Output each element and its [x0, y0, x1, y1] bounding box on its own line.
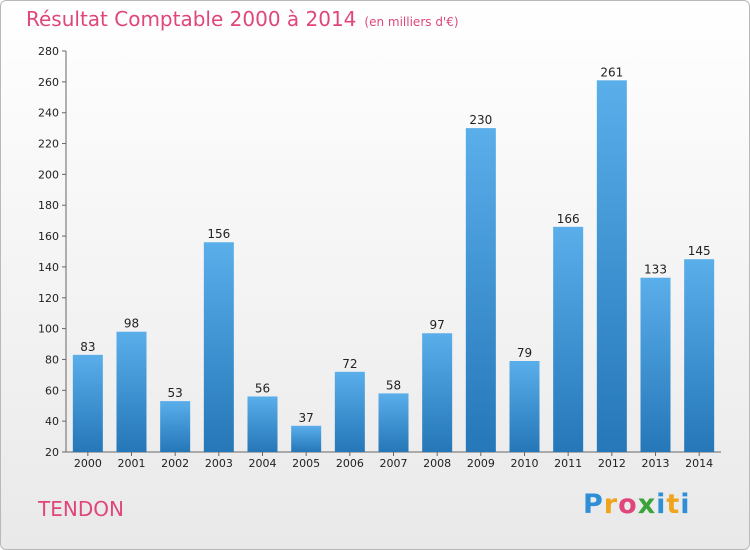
y-tick-label: 80 [45, 353, 59, 366]
y-tick-label: 240 [38, 107, 59, 120]
x-tick-label: 2013 [642, 457, 670, 470]
y-tick-label: 200 [38, 168, 59, 181]
chart-title: Résultat Comptable 2000 à 2014 (en millie… [26, 7, 459, 31]
y-tick-label: 160 [38, 230, 59, 243]
y-tick-label: 220 [38, 138, 59, 151]
x-tick-label: 2012 [598, 457, 626, 470]
x-tick-label: 2007 [380, 457, 408, 470]
y-tick-label: 60 [45, 384, 59, 397]
x-tick-label: 2010 [511, 457, 539, 470]
x-tick-label: 2004 [249, 457, 277, 470]
bar [465, 128, 496, 452]
commune-name: TENDON [38, 497, 124, 521]
bar [684, 259, 715, 452]
bar [640, 277, 671, 452]
logo-letter: x [637, 489, 657, 520]
bar [116, 331, 147, 452]
data-label: 97 [430, 318, 445, 332]
bar [72, 354, 103, 452]
data-label: 156 [207, 227, 230, 241]
bar [596, 80, 627, 453]
x-tick-label: 2011 [554, 457, 582, 470]
data-label: 37 [299, 411, 314, 425]
y-tick-label: 280 [38, 45, 59, 58]
bar [203, 242, 234, 452]
x-tick-label: 2008 [423, 457, 451, 470]
data-label: 79 [517, 346, 532, 360]
bar [334, 371, 365, 452]
bar [378, 393, 409, 452]
y-tick-label: 120 [38, 292, 59, 305]
data-label: 98 [124, 317, 139, 331]
data-label: 83 [80, 340, 95, 354]
y-tick-label: 180 [38, 199, 59, 212]
data-label: 58 [386, 378, 401, 392]
data-label: 261 [600, 65, 623, 79]
data-label: 145 [688, 244, 711, 258]
x-tick-label: 2014 [685, 457, 713, 470]
logo-letter: t [666, 489, 681, 520]
logo-letter: P [583, 489, 604, 520]
data-label: 230 [469, 113, 492, 127]
data-label: 56 [255, 381, 270, 395]
bar [509, 361, 540, 452]
y-tick-label: 100 [38, 323, 59, 336]
x-tick-label: 2009 [467, 457, 495, 470]
x-tick-label: 2005 [292, 457, 320, 470]
logo-letter: i [680, 489, 691, 520]
bar [291, 425, 322, 452]
x-tick-label: 2000 [74, 457, 102, 470]
y-tick-label: 140 [38, 261, 59, 274]
data-label: 72 [342, 357, 357, 371]
bar [247, 396, 278, 452]
title-text: Résultat Comptable 2000 à 2014 [26, 7, 357, 31]
x-tick-label: 2002 [161, 457, 189, 470]
y-tick-label: 40 [45, 415, 59, 428]
data-label: 133 [644, 263, 667, 277]
bar [160, 401, 191, 452]
y-tick-label: 20 [45, 446, 59, 459]
x-tick-label: 2006 [336, 457, 364, 470]
logo-letter: i [656, 489, 667, 520]
proxiti-logo: Proxiti [583, 489, 691, 520]
data-label: 53 [168, 386, 183, 400]
bar [422, 333, 453, 452]
data-label: 166 [557, 212, 580, 226]
y-tick-label: 260 [38, 76, 59, 89]
bar [553, 226, 584, 452]
chart-subtitle: (en milliers d'€) [364, 15, 459, 29]
logo-letter: o [618, 489, 638, 520]
x-tick-label: 2001 [118, 457, 146, 470]
logo-letter: r [603, 489, 619, 520]
x-tick-label: 2003 [205, 457, 233, 470]
